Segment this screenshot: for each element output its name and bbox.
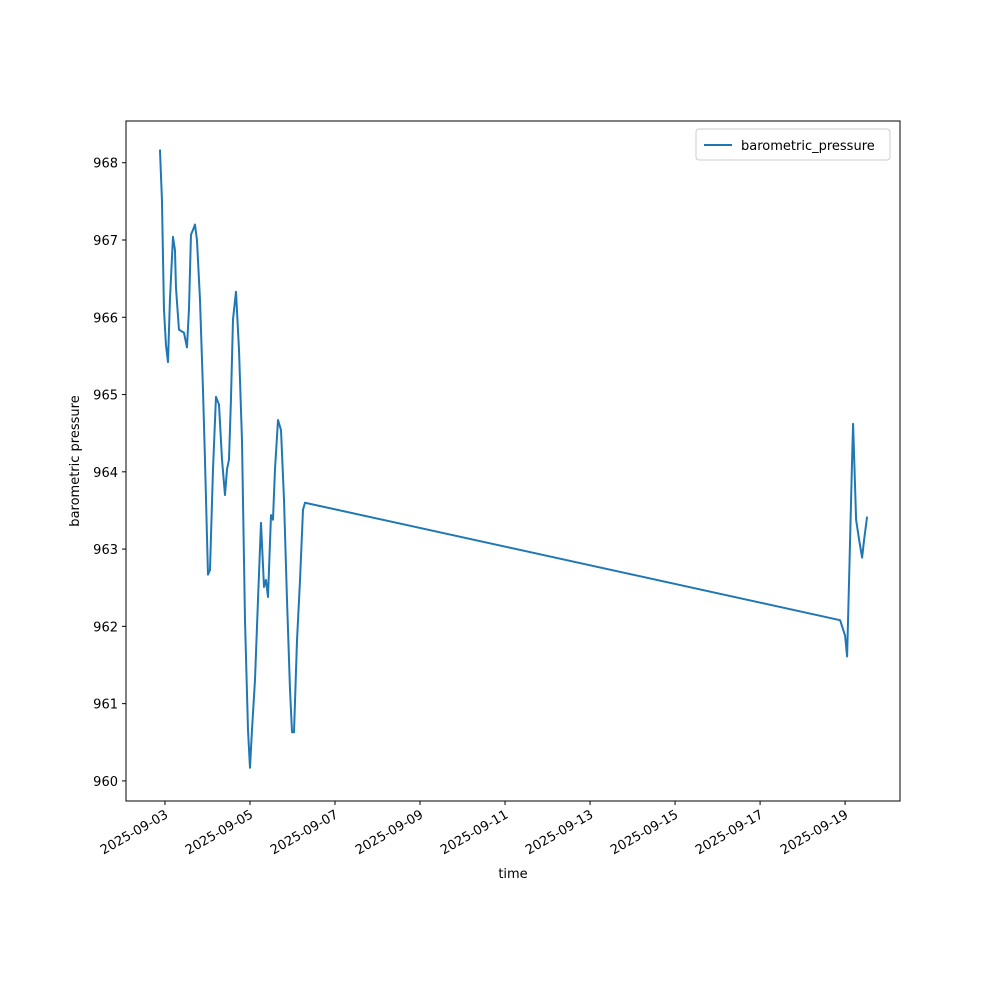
y-tick-label: 964 xyxy=(93,466,118,481)
y-tick-label: 968 xyxy=(93,157,118,172)
y-tick-label: 962 xyxy=(93,620,118,635)
legend: barometric_pressure xyxy=(695,128,891,161)
y-axis-label: barometric pressure xyxy=(68,395,83,526)
y-tick-label: 966 xyxy=(93,311,118,326)
y-tick-label: 967 xyxy=(93,234,118,249)
x-tick-label: 2025-09-09 xyxy=(353,807,426,858)
plot-frame xyxy=(125,120,901,802)
y-tick-label: 961 xyxy=(93,698,118,713)
x-tick-label: 2025-09-07 xyxy=(268,807,341,858)
x-axis-label: time xyxy=(498,867,527,882)
x-tick-label: 2025-09-13 xyxy=(523,807,596,858)
x-tick-label: 2025-09-11 xyxy=(438,807,511,858)
data-line xyxy=(158,149,869,769)
x-tick-label: 2025-09-05 xyxy=(183,807,256,858)
x-tick-label: 2025-09-19 xyxy=(778,807,851,858)
y-tick-label: 963 xyxy=(93,543,118,558)
y-tick-label: 960 xyxy=(93,775,118,790)
legend-label: barometric_pressure xyxy=(741,139,875,154)
y-tick-label: 965 xyxy=(93,389,118,404)
x-tick-label: 2025-09-15 xyxy=(608,807,681,858)
legend-box xyxy=(695,128,891,161)
x-tick-label: 2025-09-17 xyxy=(693,807,766,858)
x-tick-label: 2025-09-03 xyxy=(98,807,171,858)
